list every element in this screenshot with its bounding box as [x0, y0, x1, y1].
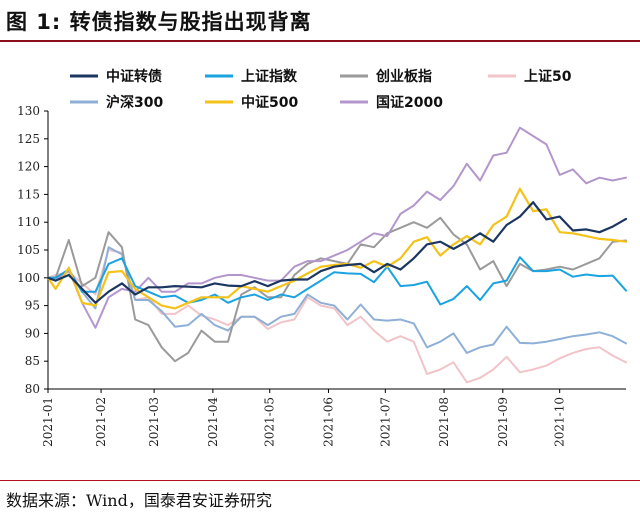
series-line-5 — [46, 187, 628, 310]
x-tick-label: 2021-03 — [147, 397, 161, 447]
y-tick-label: 125 — [17, 132, 40, 146]
legend-label: 中证转债 — [106, 68, 162, 85]
legend-label: 中证500 — [241, 94, 298, 111]
x-tick-label: 2021-04 — [206, 397, 220, 447]
footer-rule — [0, 480, 640, 481]
y-tick-label: 80 — [25, 382, 40, 396]
x-tick-label: 2021-07 — [378, 397, 392, 447]
series-line-0 — [46, 201, 628, 304]
series-line-4 — [47, 246, 627, 354]
line-chart: 中证转债 上证指数 创业板指 上证50 沪深300 中证500 国证2000 80 85 90 9… — [17, 68, 628, 447]
source-note: 数据来源：Wind，国泰君安证券研究 — [6, 491, 272, 510]
x-tick-label: 2021-09 — [496, 397, 510, 447]
y-tick-label: 100 — [17, 271, 40, 285]
x-tick-label: 2021-05 — [263, 397, 277, 447]
series-line-2 — [47, 216, 627, 363]
y-tick-label: 95 — [25, 299, 40, 313]
series-lines — [46, 126, 628, 384]
legend-label: 创业板指 — [375, 68, 432, 85]
chart-legend: 中证转债 上证指数 创业板指 上证50 沪深300 中证500 国证2000 — [70, 68, 572, 111]
x-axis: 2021-01 2021-02 2021-03 2021-04 2021-05 2021-… — [41, 388, 626, 447]
y-tick-label: 120 — [17, 160, 40, 174]
y-tick-label: 90 — [25, 326, 40, 340]
legend-label: 国证2000 — [376, 95, 443, 111]
series-line-1 — [47, 256, 627, 306]
y-axis: 80 85 90 95 100 105 110 115 120 125 130 — [17, 104, 49, 396]
y-tick-label: 105 — [17, 243, 40, 257]
legend-label: 上证指数 — [241, 68, 298, 85]
figure-title: 图 1: 转债指数与股指出现背离 — [6, 10, 312, 34]
y-tick-label: 110 — [17, 215, 40, 229]
y-tick-label: 85 — [25, 354, 40, 368]
x-tick-label: 2021-01 — [41, 397, 55, 447]
legend-label: 上证50 — [524, 69, 572, 85]
y-tick-label: 115 — [17, 187, 40, 201]
x-tick-label: 2021-08 — [437, 397, 451, 447]
x-tick-label: 2021-06 — [321, 397, 335, 447]
title-bar: 图 1: 转债指数与股指出现背离 — [0, 0, 640, 40]
y-tick-label: 130 — [17, 104, 40, 118]
x-tick-label: 2021-10 — [553, 397, 567, 447]
legend-label: 沪深300 — [106, 94, 163, 111]
title-rule — [0, 40, 640, 42]
x-tick-label: 2021-02 — [94, 397, 108, 447]
